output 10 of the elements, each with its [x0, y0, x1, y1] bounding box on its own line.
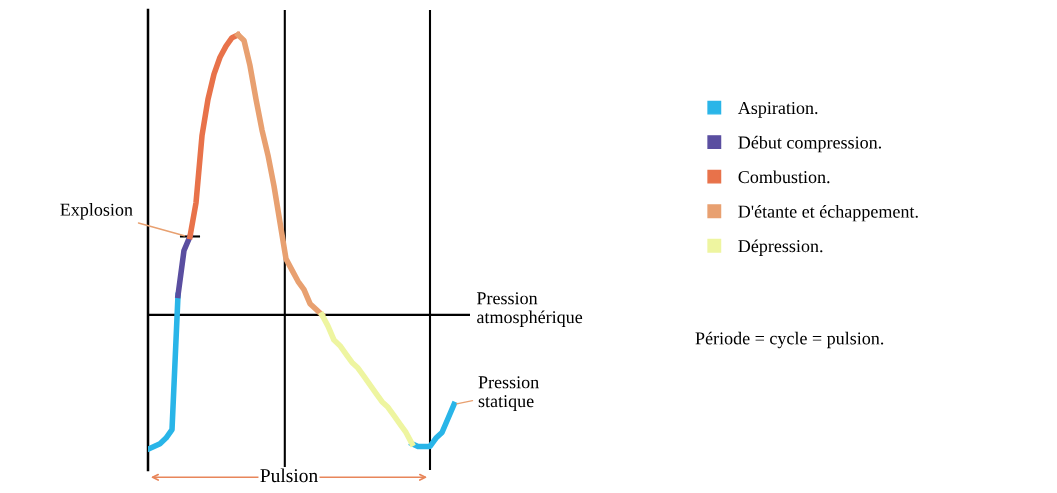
text: Période = cycle = pulsion.	[695, 331, 884, 349]
text: Pression statique	[478, 376, 539, 411]
legend-label: Dépression.	[738, 239, 823, 256]
ref-line-label: Pression atmosphérique	[476, 292, 583, 327]
text: Explosion	[60, 203, 133, 220]
legend-label: D'étante et échappement.	[738, 204, 918, 222]
legend-label: Combustion.	[738, 170, 830, 184]
legend-label: Début compression.	[738, 135, 882, 153]
text: Pulsion	[260, 468, 318, 483]
legend-label: Aspiration.	[737, 101, 818, 118]
